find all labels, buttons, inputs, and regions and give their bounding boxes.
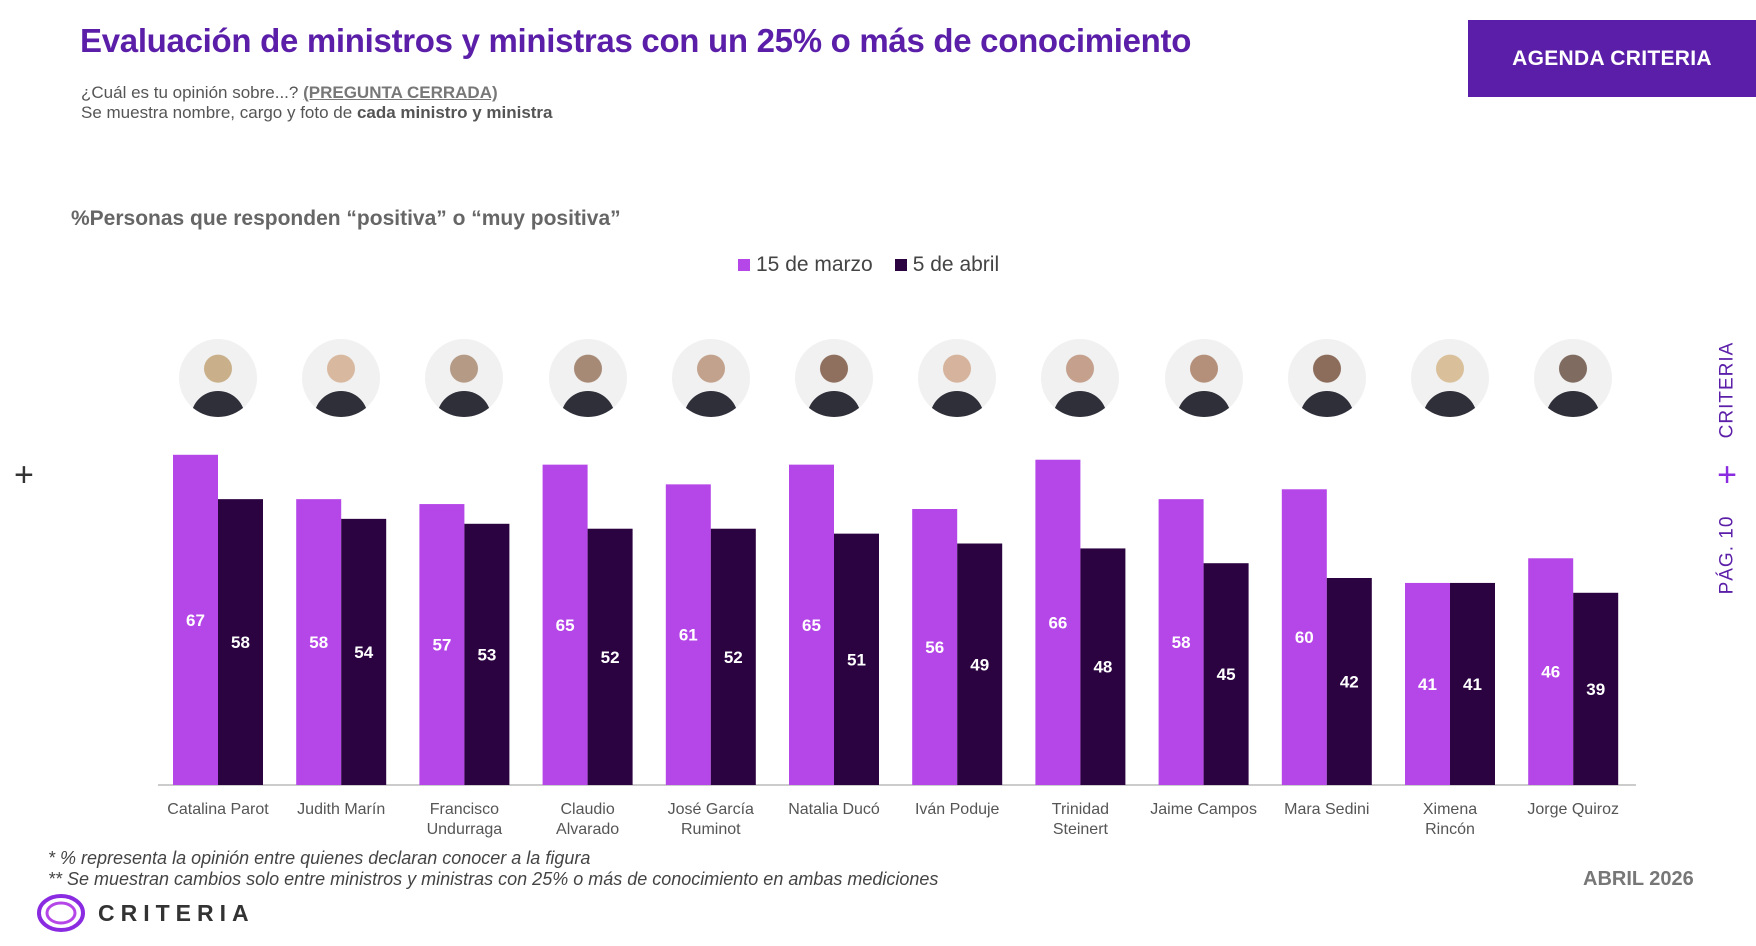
bar-series-1 bbox=[912, 509, 958, 785]
question-text: ¿Cuál es tu opinión sobre...? (PREGUNTA … bbox=[81, 83, 553, 123]
bar-series-2 bbox=[464, 523, 510, 785]
shown-line: Se muestra nombre, cargo y foto de cada … bbox=[81, 103, 553, 123]
data-label-series-2: 41 bbox=[1463, 675, 1482, 694]
question-prefix: ¿Cuál es tu opinión sobre...? bbox=[81, 83, 299, 102]
side-plus-icon: + bbox=[1717, 456, 1737, 494]
data-label-series-1: 57 bbox=[432, 636, 451, 655]
x-tick-label: Mara Sedini bbox=[1284, 801, 1369, 818]
minister-photo bbox=[671, 339, 750, 417]
minister-photo bbox=[1287, 339, 1366, 417]
bar-series-2 bbox=[834, 533, 879, 785]
minister-photo bbox=[425, 339, 504, 417]
bar-series-2 bbox=[1080, 548, 1126, 785]
data-label-series-1: 65 bbox=[802, 616, 821, 635]
page-title: Evaluación de ministros y ministras con … bbox=[80, 22, 1192, 59]
minister-photo bbox=[302, 339, 381, 417]
minister-photo bbox=[1041, 339, 1120, 417]
bar-series-1 bbox=[542, 464, 588, 785]
chart-title: %Personas que responden “positiva” o “mu… bbox=[71, 207, 621, 230]
data-label-series-1: 65 bbox=[556, 616, 575, 635]
data-label-series-2: 52 bbox=[601, 648, 620, 667]
bar-series-1 bbox=[789, 464, 834, 785]
logo-text: CRITERIA bbox=[98, 899, 255, 926]
data-label-series-2: 48 bbox=[1093, 658, 1112, 677]
bar-series-1 bbox=[1158, 499, 1204, 785]
data-label-series-2: 53 bbox=[477, 645, 496, 664]
bar-series-2 bbox=[1326, 578, 1372, 785]
data-label-series-1: 56 bbox=[925, 638, 944, 657]
bar-series-2 bbox=[1450, 582, 1495, 785]
criteria-logo: CRITERIA bbox=[36, 893, 255, 933]
minister-photo bbox=[548, 339, 627, 417]
data-label-series-2: 45 bbox=[1217, 665, 1236, 684]
minister-photo bbox=[795, 339, 873, 417]
report-date: ABRIL 2026 bbox=[1583, 868, 1694, 890]
data-label-series-1: 61 bbox=[679, 626, 698, 645]
x-tick-label: Ximena Rincón bbox=[1423, 801, 1477, 838]
x-tick-label: Natalia Ducó bbox=[788, 801, 880, 818]
bar-series-1 bbox=[1405, 582, 1450, 785]
legend-swatch-series-2 bbox=[894, 259, 907, 271]
data-label-series-2: 58 bbox=[231, 633, 250, 652]
bar-series-2 bbox=[957, 543, 1003, 785]
x-tick-label: Claudio Alvarado bbox=[556, 801, 619, 838]
data-label-series-1: 58 bbox=[1172, 633, 1191, 652]
agenda-badge: AGENDA CRITERIA bbox=[1468, 20, 1756, 97]
data-label-series-1: 46 bbox=[1541, 663, 1560, 682]
minister-photo bbox=[1164, 339, 1243, 417]
data-label-series-1: 41 bbox=[1418, 675, 1437, 694]
plus-icon: + bbox=[14, 456, 34, 494]
logo-rings-icon bbox=[37, 894, 85, 932]
question-tag: (PREGUNTA CERRADA) bbox=[303, 83, 498, 102]
x-tick-label: Jaime Campos bbox=[1150, 801, 1257, 818]
x-tick-label: Trinidad Steinert bbox=[1052, 801, 1109, 838]
bar-series-1 bbox=[1281, 489, 1327, 785]
data-label-series-1: 60 bbox=[1295, 628, 1314, 647]
bar-series-1 bbox=[1035, 459, 1081, 785]
legend-swatch-series-1 bbox=[738, 259, 750, 271]
x-tick-label: Iván Poduje bbox=[915, 801, 1000, 818]
data-label-series-2: 51 bbox=[847, 650, 866, 669]
chart-legend: 15 de marzo 5 de abril bbox=[738, 253, 1021, 277]
bar-series-1 bbox=[296, 499, 342, 785]
bar-series-1 bbox=[665, 484, 711, 785]
legend-item-series-1: 15 de marzo bbox=[738, 253, 873, 277]
data-label-series-1: 66 bbox=[1048, 613, 1067, 632]
question-line: ¿Cuál es tu opinión sobre...? (PREGUNTA … bbox=[81, 83, 553, 103]
bar-series-1 bbox=[1528, 558, 1574, 785]
x-tick-label: Francisco Undurraga bbox=[427, 801, 503, 838]
bar-series-2 bbox=[1573, 592, 1619, 785]
bar-series-2 bbox=[587, 528, 633, 785]
footnote-1: * % representa la opinión entre quienes … bbox=[48, 848, 591, 868]
data-label-series-2: 49 bbox=[970, 655, 989, 674]
shown-bold: cada ministro y ministra bbox=[356, 103, 553, 122]
bar-series-2 bbox=[1203, 563, 1249, 785]
shown-prefix: Se muestra nombre, cargo y foto de bbox=[81, 103, 353, 122]
bar-series-2 bbox=[218, 499, 263, 785]
data-label-series-2: 39 bbox=[1586, 680, 1605, 699]
footnote-2: ** Se muestran cambios solo entre minist… bbox=[48, 869, 939, 889]
bar-series-2 bbox=[341, 518, 387, 785]
bar-series-1 bbox=[173, 454, 218, 785]
data-label-series-2: 54 bbox=[354, 643, 373, 662]
bar-series-2 bbox=[710, 528, 756, 785]
minister-photo bbox=[1411, 339, 1489, 417]
legend-label-series-2: 5 de abril bbox=[912, 253, 1000, 276]
minister-photo bbox=[1534, 339, 1613, 417]
bar-series-1 bbox=[419, 504, 465, 785]
data-label-series-1: 67 bbox=[186, 611, 205, 630]
data-label-series-1: 58 bbox=[309, 633, 328, 652]
minister-photo bbox=[179, 339, 257, 417]
footnotes: * % representa la opinión entre quienes … bbox=[48, 848, 938, 890]
x-tick-label: José García Ruminot bbox=[668, 801, 754, 838]
x-tick-label: Catalina Parot bbox=[167, 801, 269, 818]
x-tick-label: Jorge Quiroz bbox=[1527, 801, 1619, 818]
data-label-series-2: 42 bbox=[1340, 673, 1359, 692]
legend-item-series-2: 5 de abril bbox=[894, 253, 1000, 277]
x-tick-label: Judith Marín bbox=[297, 801, 385, 818]
legend-label-series-1: 15 de marzo bbox=[756, 253, 873, 276]
data-label-series-2: 52 bbox=[724, 648, 743, 667]
minister-photo bbox=[918, 339, 997, 417]
